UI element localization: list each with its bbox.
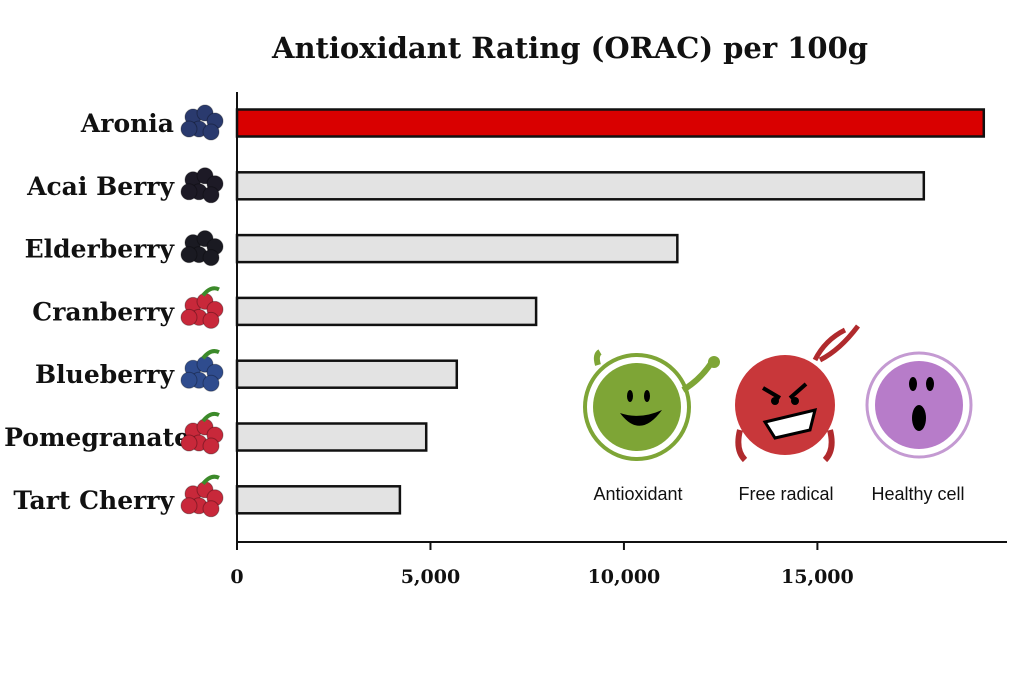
acai-berries-icon (180, 167, 224, 204)
bar-elderberry (235, 233, 679, 264)
tart-cherry-icon (180, 474, 224, 518)
x-tick-label: 5,000 (401, 566, 461, 588)
legend-label-free-radical: Free radical (738, 484, 833, 504)
category-label: Acai Berry (26, 172, 175, 201)
cranberries-icon (180, 286, 224, 329)
category-label: Pomegranate (4, 423, 190, 452)
bar-blueberry (235, 359, 459, 389)
elderberries-icon (180, 230, 224, 267)
category-label: Cranberry (32, 297, 175, 326)
bar-tart-cherry (235, 485, 402, 515)
category-label: Elderberry (25, 235, 176, 264)
bar-aronia (235, 108, 986, 138)
category-label: Tart Cherry (13, 486, 175, 515)
legend-label-antioxidant: Antioxidant (593, 484, 682, 504)
bar-pomegranate (235, 422, 428, 452)
category-label: Aronia (80, 109, 174, 138)
free-radical-character-icon (735, 324, 860, 463)
legend: Antioxidant Free radical Healthy cell (583, 324, 973, 504)
pomegranate-icon (180, 411, 224, 455)
blueberries-icon (180, 349, 224, 392)
legend-label-healthy-cell: Healthy cell (871, 484, 964, 504)
aronia-berries-icon (180, 104, 224, 141)
bar-cranberry (235, 296, 538, 327)
x-tick-label: 10,000 (588, 566, 661, 588)
category-label: Blueberry (35, 360, 175, 389)
antioxidant-character-icon (583, 349, 720, 461)
bar-acai-berry (235, 171, 926, 201)
chart-title: Antioxidant Rating (ORAC) per 100g (271, 31, 868, 65)
healthy-cell-character-icon (865, 351, 973, 459)
x-tick-label: 15,000 (781, 566, 854, 588)
x-tick-label: 0 (230, 566, 243, 588)
